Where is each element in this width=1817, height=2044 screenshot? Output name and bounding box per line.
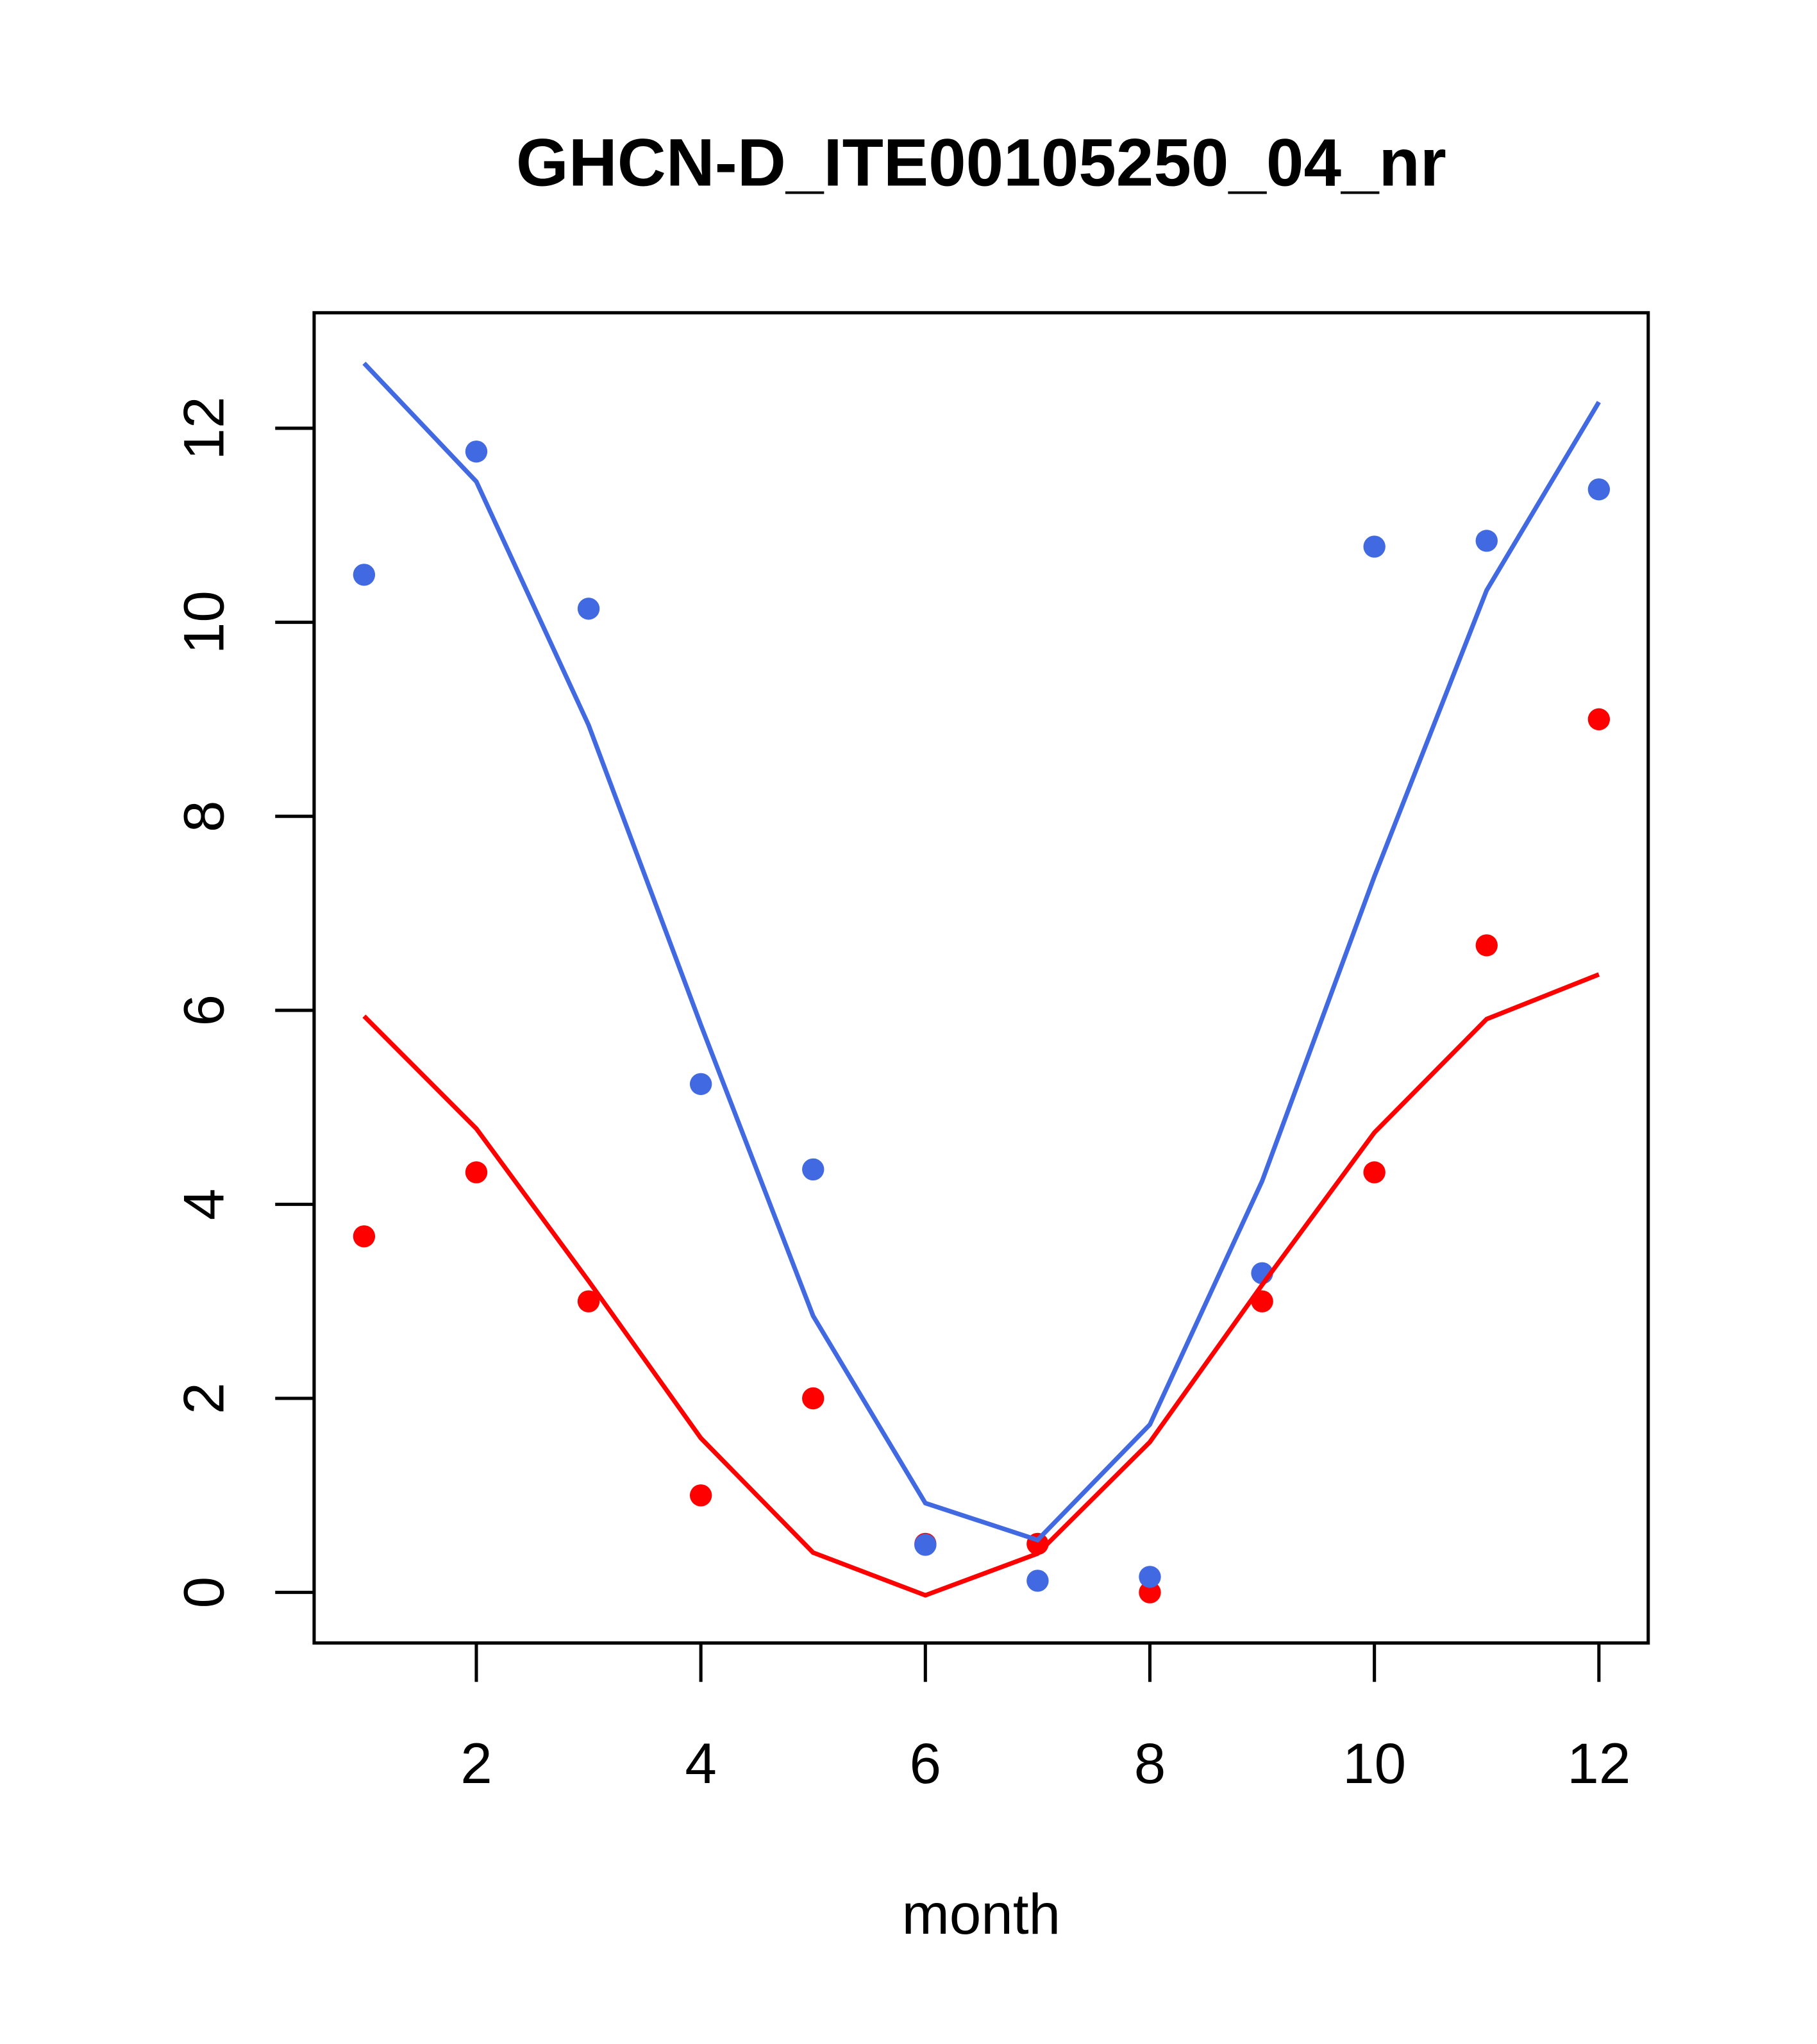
blue-points-point [914, 1534, 937, 1556]
y-tick-label: 10 [171, 591, 235, 654]
red-points-point [353, 1225, 376, 1248]
y-tick-label: 6 [171, 994, 235, 1026]
blue-points-point [802, 1158, 825, 1181]
x-tick-label: 10 [1343, 1731, 1406, 1795]
x-axis: 2 4 6 8 10 12 [460, 1641, 1630, 1795]
y-tick-label: 2 [171, 1382, 235, 1414]
blue-points-point [1475, 530, 1498, 552]
y-tick-label: 12 [171, 396, 235, 460]
blue-line [362, 362, 1601, 1543]
red-points-point [802, 1387, 825, 1410]
red-line [362, 972, 1600, 1598]
red-points-point [1139, 1581, 1161, 1604]
x-tick-label: 6 [910, 1731, 942, 1795]
blue-points-point [1139, 1566, 1161, 1588]
red-points-point [1363, 1161, 1386, 1184]
red-points-point [1475, 934, 1498, 957]
blue-points-point [577, 598, 600, 620]
x-tick-label: 12 [1567, 1731, 1630, 1795]
x-axis-label: month [902, 1882, 1061, 1946]
red-points-point [1587, 708, 1611, 731]
blue-points-point [1363, 535, 1386, 558]
blue-points-point [689, 1073, 712, 1095]
chart-title: GHCN-D_ITE00105250_04_nr [516, 125, 1446, 200]
red-points-point [465, 1161, 488, 1184]
y-tick-label: 8 [171, 800, 235, 832]
y-axis: 0 2 4 6 8 10 12 [171, 396, 316, 1609]
y-tick-label: 0 [171, 1577, 235, 1609]
blue-points-point [465, 440, 488, 463]
red-points-point [689, 1484, 712, 1507]
blue-points-point [353, 564, 376, 586]
blue-points-point [1587, 478, 1611, 501]
blue-points-point [1026, 1570, 1049, 1592]
red-points-point [577, 1290, 600, 1312]
y-tick-label: 4 [171, 1189, 235, 1221]
plot-area [353, 362, 1611, 1604]
x-tick-label: 8 [1134, 1731, 1166, 1795]
plot-frame [312, 311, 1650, 1645]
x-tick-label: 2 [460, 1731, 492, 1795]
x-tick-label: 4 [685, 1731, 717, 1795]
